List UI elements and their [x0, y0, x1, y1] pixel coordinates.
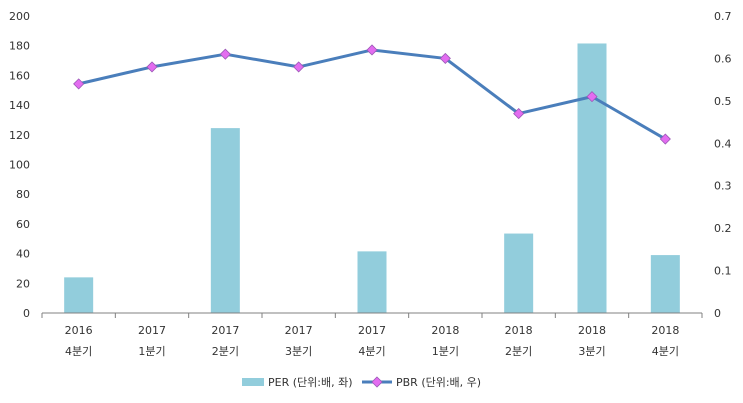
x-axis-tick-labels: 2016 4분기 2017 1분기 2017 2분기 2017 3분기 2017 4분기 2018 1…	[65, 324, 680, 358]
left-axis-tick-label: 200	[9, 10, 30, 23]
pbr-marker	[293, 61, 305, 73]
x-tick-label-year: 2018	[431, 324, 459, 337]
pbr-marker	[659, 133, 671, 145]
x-tick-label-year: 2018	[505, 324, 533, 337]
pbr-marker	[439, 52, 451, 64]
per-bar	[650, 255, 680, 313]
right-axis-tick-label: 0	[714, 307, 721, 320]
x-tick-label-quarter: 1분기	[432, 345, 459, 358]
pbr-marker	[586, 91, 598, 103]
left-axis-tick-label: 160	[9, 69, 30, 82]
x-tick-label-quarter: 4분기	[358, 345, 385, 358]
x-axis-ticks	[41, 313, 703, 318]
legend-per-swatch	[242, 378, 264, 386]
per-bar	[504, 233, 534, 313]
right-axis-tick-labels: 0 0.1 0.2 0.3 0.4 0.5 0.6 0.7	[714, 10, 732, 320]
per-bar	[577, 43, 607, 313]
right-axis-tick-label: 0.6	[714, 52, 732, 65]
left-axis-tick-label: 40	[16, 248, 30, 261]
left-axis-tick-label: 20	[16, 277, 30, 290]
pbr-marker	[219, 48, 231, 60]
left-axis-tick-labels: 0 20 40 60 80 100 120 140 160 180 200	[9, 10, 30, 320]
x-tick-label-year: 2018	[651, 324, 679, 337]
pbr-markers	[73, 44, 671, 145]
x-tick-label-year: 2016	[65, 324, 93, 337]
legend-pbr-marker	[371, 376, 383, 388]
left-axis-tick-label: 140	[9, 99, 30, 112]
x-tick-label-quarter: 4분기	[65, 345, 92, 358]
x-tick-label-quarter: 3분기	[578, 345, 605, 358]
x-tick-label-quarter: 1분기	[138, 345, 165, 358]
left-axis-tick-label: 100	[9, 159, 30, 172]
left-axis-tick-label: 120	[9, 129, 30, 142]
right-axis-tick-label: 0.7	[714, 10, 732, 23]
pbr-marker	[146, 61, 158, 73]
pbr-marker	[513, 108, 525, 120]
x-tick-label-year: 2017	[285, 324, 313, 337]
pbr-marker	[73, 78, 85, 90]
left-axis-tick-label: 80	[16, 188, 30, 201]
right-axis-tick-label: 0.5	[714, 95, 732, 108]
legend: PER (단위:배, 좌) PBR (단위:배, 우)	[242, 376, 481, 389]
right-axis-tick-label: 0.4	[714, 137, 732, 150]
legend-per-label: PER (단위:배, 좌)	[268, 376, 353, 389]
per-bar	[64, 277, 94, 313]
right-axis-tick-label: 0.1	[714, 265, 732, 278]
pbr-line	[78, 48, 667, 141]
x-tick-label-year: 2018	[578, 324, 606, 337]
left-axis-tick-label: 60	[16, 218, 30, 231]
right-axis-tick-label: 0.3	[714, 180, 732, 193]
right-axis-tick-label: 0.2	[714, 222, 732, 235]
x-tick-label-quarter: 4분기	[652, 345, 679, 358]
x-tick-label-quarter: 3분기	[285, 345, 312, 358]
legend-pbr-label: PBR (단위:배, 우)	[396, 376, 481, 389]
x-tick-label-quarter: 2분기	[505, 345, 532, 358]
left-axis-tick-label: 0	[23, 307, 30, 320]
left-axis-tick-label: 180	[9, 40, 30, 53]
pbr-marker	[366, 44, 378, 56]
per-bars	[64, 43, 680, 313]
x-tick-label-quarter: 2분기	[212, 345, 239, 358]
per-bar	[210, 128, 240, 313]
per-bar	[357, 251, 387, 313]
x-tick-label-year: 2017	[358, 324, 386, 337]
x-tick-label-year: 2017	[211, 324, 239, 337]
x-tick-label-year: 2017	[138, 324, 166, 337]
